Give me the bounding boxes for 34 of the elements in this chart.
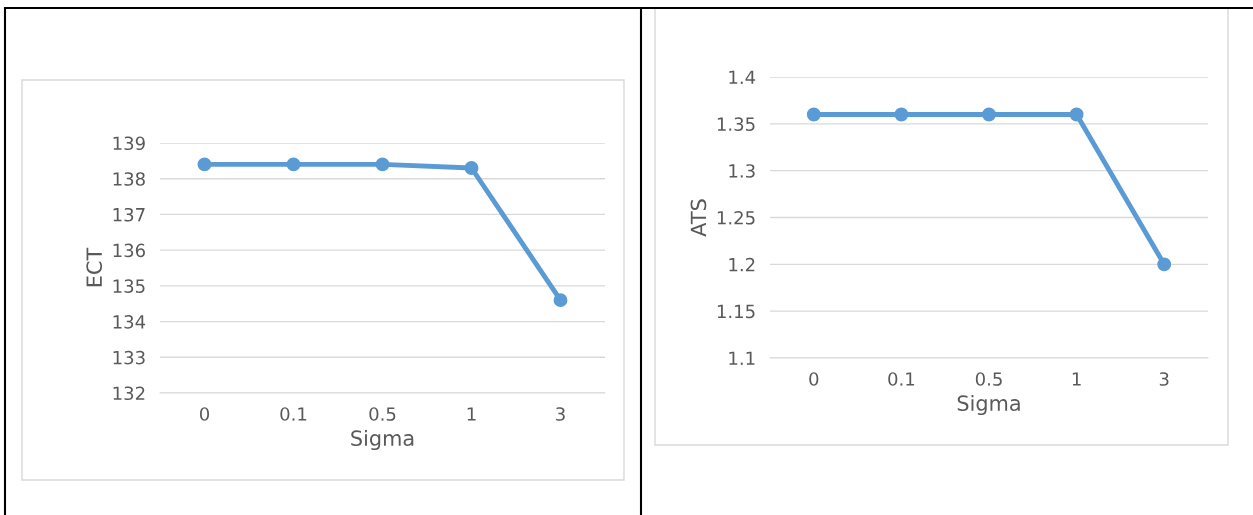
x-axis-title: Sigma [957,394,1020,416]
y-tick-label: 1.4 [729,70,756,84]
x-tick-label: 1 [1072,372,1081,386]
x-axis-title: Sigma [351,429,414,451]
y-tick-label: 1.2 [729,257,755,272]
y-tick-label: 1.15 [717,304,755,319]
y-tick-label: 139 [113,136,145,151]
x-tick-label: 1 [467,407,476,421]
x-tick-label: 0.5 [369,407,396,421]
y-tick-label: 132 [113,386,145,401]
y-tick-label: 1.3 [729,164,755,178]
y-tick-label: 136 [113,243,145,258]
y-axis-title: ECT [86,247,103,287]
y-tick-label: 1.35 [717,117,755,131]
x-tick-label: 3 [1159,372,1169,386]
y-tick-label: 133 [113,350,145,365]
x-tick-label: 0.1 [888,372,915,386]
y-tick-label: 138 [113,172,145,186]
x-tick-label: 0.5 [975,372,1002,386]
x-tick-label: 0 [199,407,210,421]
y-tick-label: 1.25 [717,210,755,225]
y-tick-label: 134 [113,315,146,329]
y-tick-label: 1.1 [729,351,755,365]
point [464,161,479,175]
x-tick-label: 3 [556,407,565,421]
point [197,157,212,172]
point [553,293,568,308]
x-tick-label: 0.1 [280,407,307,421]
point [286,157,301,172]
y-tick-label: 135 [113,279,145,293]
point [375,157,390,172]
y-tick-label: 137 [113,207,145,222]
x-tick-label: 0 [809,372,819,386]
y-axis-title: ATS [690,199,707,237]
